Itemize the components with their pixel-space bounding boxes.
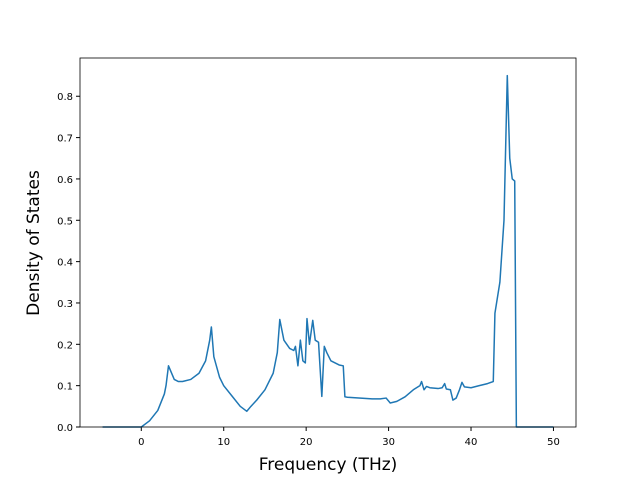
y-tick-label: 0.5 bbox=[57, 216, 73, 227]
x-tick-label: 10 bbox=[217, 437, 230, 448]
x-tick-label: 30 bbox=[382, 437, 395, 448]
x-axis-label: Frequency (THz) bbox=[259, 455, 398, 475]
y-tick-label: 0.4 bbox=[57, 258, 73, 269]
y-axis-label: Density of States bbox=[24, 170, 44, 316]
y-tick-label: 0.8 bbox=[57, 92, 73, 103]
data-line bbox=[102, 74, 554, 428]
y-tick-label: 0.7 bbox=[57, 134, 73, 145]
y-tick-label: 0.2 bbox=[57, 340, 73, 351]
plot-frame bbox=[79, 57, 577, 428]
y-tick-label: 0.6 bbox=[57, 175, 73, 186]
x-tick-label: 50 bbox=[547, 437, 560, 448]
x-tick-label: 40 bbox=[465, 437, 478, 448]
x-tick-label: 20 bbox=[300, 437, 313, 448]
y-tick-label: 0.1 bbox=[57, 382, 73, 393]
y-tick-label: 0.0 bbox=[57, 423, 73, 434]
x-tick-label: 0 bbox=[138, 437, 144, 448]
y-tick-label: 0.3 bbox=[57, 299, 73, 310]
